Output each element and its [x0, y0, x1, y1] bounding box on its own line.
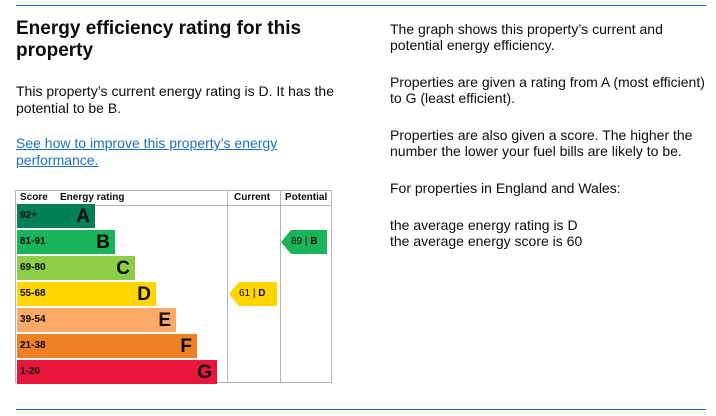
- band-a: 92+ A: [17, 204, 95, 228]
- band-b: 81-91 B: [17, 230, 115, 254]
- column-divider-current: [227, 191, 228, 382]
- band-c: 69-80 C: [17, 256, 135, 280]
- top-rule: [16, 5, 706, 6]
- band-letter: F: [180, 336, 192, 357]
- band-letter: A: [76, 206, 90, 227]
- band-letter: C: [116, 258, 130, 279]
- band-score: 1-20: [20, 366, 41, 377]
- info-average-rating: the average energy rating is D: [390, 217, 578, 233]
- improve-energy-link[interactable]: See how to improve this property’s energ…: [16, 135, 278, 168]
- info-rating-scale: Properties are given a rating from A (mo…: [390, 74, 705, 106]
- band-d: 55-68 D: [17, 282, 156, 306]
- info-score-explanation: Properties are also given a score. The h…: [390, 127, 693, 159]
- info-graph-explanation: The graph shows this property’s current …: [390, 21, 663, 53]
- header-current: Current: [234, 192, 271, 203]
- header-energy-rating: Energy rating: [60, 192, 125, 203]
- band-score: 21-38: [20, 340, 46, 351]
- energy-rating-chart: Score Energy rating Current Potential 92…: [15, 190, 332, 384]
- header-potential: Potential: [285, 192, 328, 203]
- band-score: 55-68: [20, 288, 46, 299]
- info-england-wales: For properties in England and Wales:: [390, 180, 621, 196]
- info-average-score: the average energy score is 60: [390, 233, 583, 249]
- current-rating-text: This property’s current energy rating is…: [16, 83, 334, 116]
- potential-arrow-shape: [281, 230, 327, 254]
- band-score: 81-91: [20, 236, 46, 247]
- band-e: 39-54 E: [17, 308, 176, 332]
- page-title: Energy efficiency rating for this proper…: [16, 18, 302, 61]
- band-score: 39-54: [20, 314, 46, 325]
- header-divider: [16, 205, 331, 206]
- band-f: 21-38 F: [17, 334, 197, 358]
- current-arrow-shape: [229, 282, 277, 306]
- band-g: 1-20 G: [17, 360, 217, 384]
- bottom-rule: [16, 409, 706, 410]
- header-score: Score: [20, 192, 48, 203]
- band-letter: G: [197, 362, 212, 383]
- band-score: 92+: [20, 210, 37, 221]
- current-rating-arrow: 61 | D: [229, 282, 277, 306]
- band-score: 69-80: [20, 262, 46, 273]
- band-letter: B: [96, 232, 110, 253]
- potential-rating-label: 89 | B: [291, 236, 318, 247]
- column-divider-potential: [280, 191, 281, 382]
- current-rating-label: 61 | D: [239, 288, 266, 299]
- band-letter: E: [158, 310, 171, 331]
- potential-rating-arrow: 89 | B: [281, 230, 327, 254]
- band-letter: D: [137, 284, 151, 305]
